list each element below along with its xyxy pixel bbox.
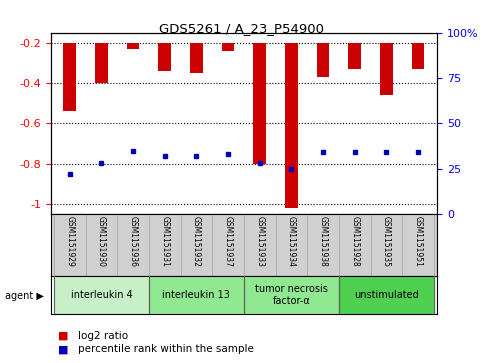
Text: percentile rank within the sample: percentile rank within the sample (78, 344, 254, 354)
Bar (222, 43, 234, 51)
Text: GSM1151932: GSM1151932 (192, 216, 201, 267)
Text: unstimulated: unstimulated (354, 290, 419, 300)
Bar (380, 43, 393, 95)
Text: GSM1151931: GSM1151931 (160, 216, 169, 267)
Text: GSM1151938: GSM1151938 (319, 216, 327, 267)
Bar (348, 43, 361, 69)
Bar (254, 43, 266, 164)
Text: GSM1151936: GSM1151936 (128, 216, 138, 267)
Text: GSM1151934: GSM1151934 (287, 216, 296, 267)
Text: GSM1151937: GSM1151937 (224, 216, 233, 267)
Bar (63, 43, 76, 111)
Text: tumor necrosis
factor-α: tumor necrosis factor-α (255, 284, 328, 306)
Text: ■: ■ (58, 331, 69, 341)
Bar (412, 43, 425, 69)
Text: GSM1151935: GSM1151935 (382, 216, 391, 267)
Text: interleukin 4: interleukin 4 (71, 290, 132, 300)
Bar (317, 43, 329, 77)
Bar (95, 43, 108, 83)
Text: GDS5261 / A_23_P54900: GDS5261 / A_23_P54900 (159, 22, 324, 35)
Bar (158, 43, 171, 71)
Text: GSM1151951: GSM1151951 (413, 216, 423, 267)
Bar (190, 43, 203, 73)
Text: GSM1151928: GSM1151928 (350, 216, 359, 267)
Text: GSM1151929: GSM1151929 (65, 216, 74, 267)
Text: log2 ratio: log2 ratio (78, 331, 128, 341)
Text: ■: ■ (58, 344, 69, 354)
Text: GSM1151930: GSM1151930 (97, 216, 106, 267)
Text: agent ▶: agent ▶ (5, 291, 43, 301)
Bar (127, 43, 140, 49)
Text: interleukin 13: interleukin 13 (162, 290, 230, 300)
Text: GSM1151933: GSM1151933 (255, 216, 264, 267)
Bar (285, 43, 298, 208)
